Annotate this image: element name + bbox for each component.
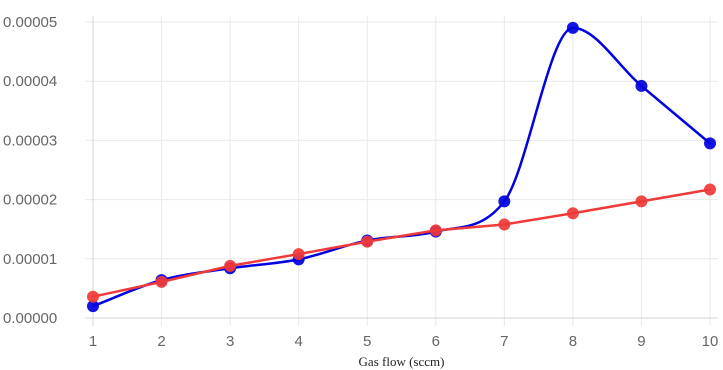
data-point[interactable] [87,290,99,303]
y-tick-label: 0.00000 [3,310,57,327]
data-point[interactable] [224,259,237,272]
data-point[interactable] [566,207,579,220]
axes [85,16,718,326]
series-line [91,188,712,298]
data-point[interactable] [292,248,305,261]
data-point[interactable] [635,195,648,208]
x-tick-label: 5 [363,333,371,350]
x-tick-label: 8 [569,333,577,350]
y-tick-label: 0.00005 [3,14,57,31]
y-tick-label: 0.00001 [3,251,57,268]
x-tick-label: 10 [702,333,719,350]
x-tick-label: 7 [500,333,508,350]
y-tick-label: 0.00002 [3,192,57,209]
x-tick-label: 2 [157,333,165,350]
grid [85,16,718,326]
y-tick-label: 0.00004 [3,73,57,90]
x-tick-label: 3 [226,333,234,350]
tick-labels: 0.00000 0.00001 0.00002 0.00003 0.00004 0.000… [3,14,718,350]
x-tick-label: 4 [294,333,302,350]
data-point[interactable] [635,79,648,92]
data-point[interactable] [429,224,442,237]
data-point[interactable] [704,183,716,196]
series-group [87,21,716,313]
data-point[interactable] [498,218,511,231]
data-point[interactable] [704,137,716,150]
data-point[interactable] [87,300,99,313]
x-tick-label: 9 [637,333,645,350]
data-point[interactable] [361,235,374,248]
data-point[interactable] [155,275,168,288]
x-tick-label: 1 [89,333,97,350]
series-1 [87,21,716,313]
data-point[interactable] [498,195,511,208]
x-axis-title: Gas flow (sccm) [359,354,445,369]
data-point[interactable] [566,21,579,34]
y-tick-label: 0.00003 [3,132,57,149]
series-2 [87,183,716,303]
series-line [91,26,712,308]
x-tick-label: 6 [432,333,440,350]
